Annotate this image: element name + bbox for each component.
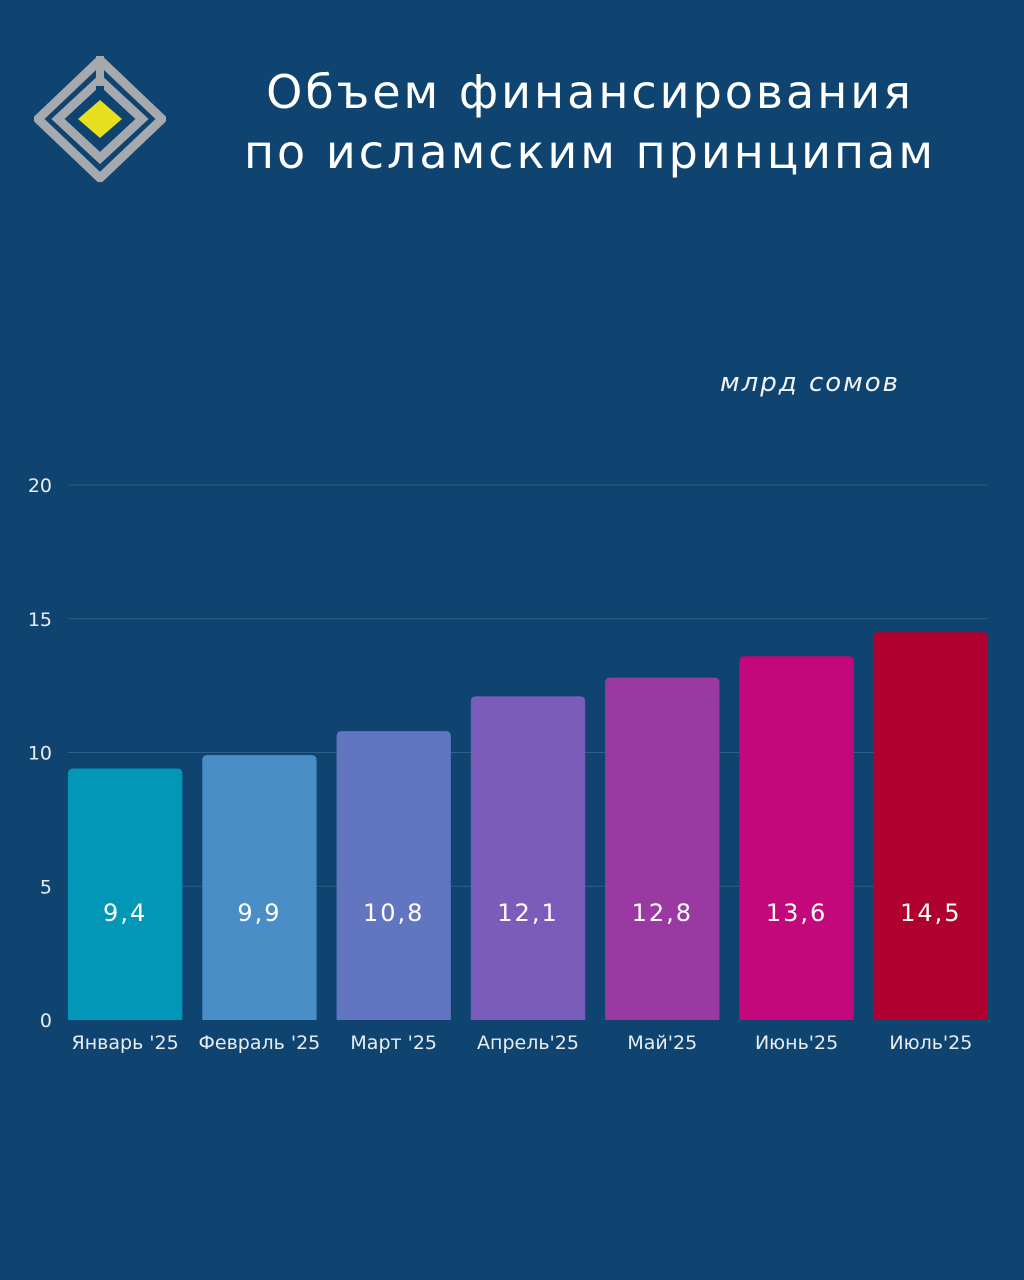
x-tick-label: Апрель'25 [477, 1032, 579, 1054]
bar-value-label: 9,4 [103, 899, 147, 927]
bar [605, 677, 720, 1020]
title-line-1: Объем финансирования [266, 65, 914, 119]
x-tick-label: Июнь'25 [755, 1032, 838, 1054]
x-tick-label: Март '25 [350, 1032, 437, 1054]
bar-value-label: 12,8 [632, 899, 693, 927]
x-tick-label: Январь '25 [72, 1032, 179, 1054]
bar [470, 696, 586, 1020]
bar [336, 731, 451, 1020]
x-tick-label: Июль'25 [889, 1032, 972, 1054]
bar-value-label: 12,1 [497, 899, 558, 927]
unit-label: млрд сомов [719, 368, 901, 398]
bar [68, 768, 183, 1020]
y-tick-label: 10 [28, 743, 52, 765]
y-tick-label: 15 [28, 609, 52, 631]
y-tick-label: 0 [40, 1010, 52, 1032]
bar-value-label: 10,8 [363, 899, 424, 927]
bar-value-label: 9,9 [237, 899, 281, 927]
bar [202, 755, 317, 1020]
y-tick-label: 20 [28, 475, 52, 497]
diamond-logo-icon [34, 56, 166, 182]
y-tick-label: 5 [40, 876, 52, 898]
x-tick-label: Февраль '25 [199, 1032, 321, 1054]
bar-value-label: 13,6 [766, 899, 827, 927]
title-line-2: по исламским принципам [243, 125, 937, 179]
page-title: Объем финансирования по исламским принци… [190, 62, 990, 182]
bar [739, 656, 854, 1020]
x-tick-label: Май'25 [627, 1032, 697, 1054]
bar-value-label: 14,5 [900, 899, 961, 927]
bar [873, 632, 988, 1020]
